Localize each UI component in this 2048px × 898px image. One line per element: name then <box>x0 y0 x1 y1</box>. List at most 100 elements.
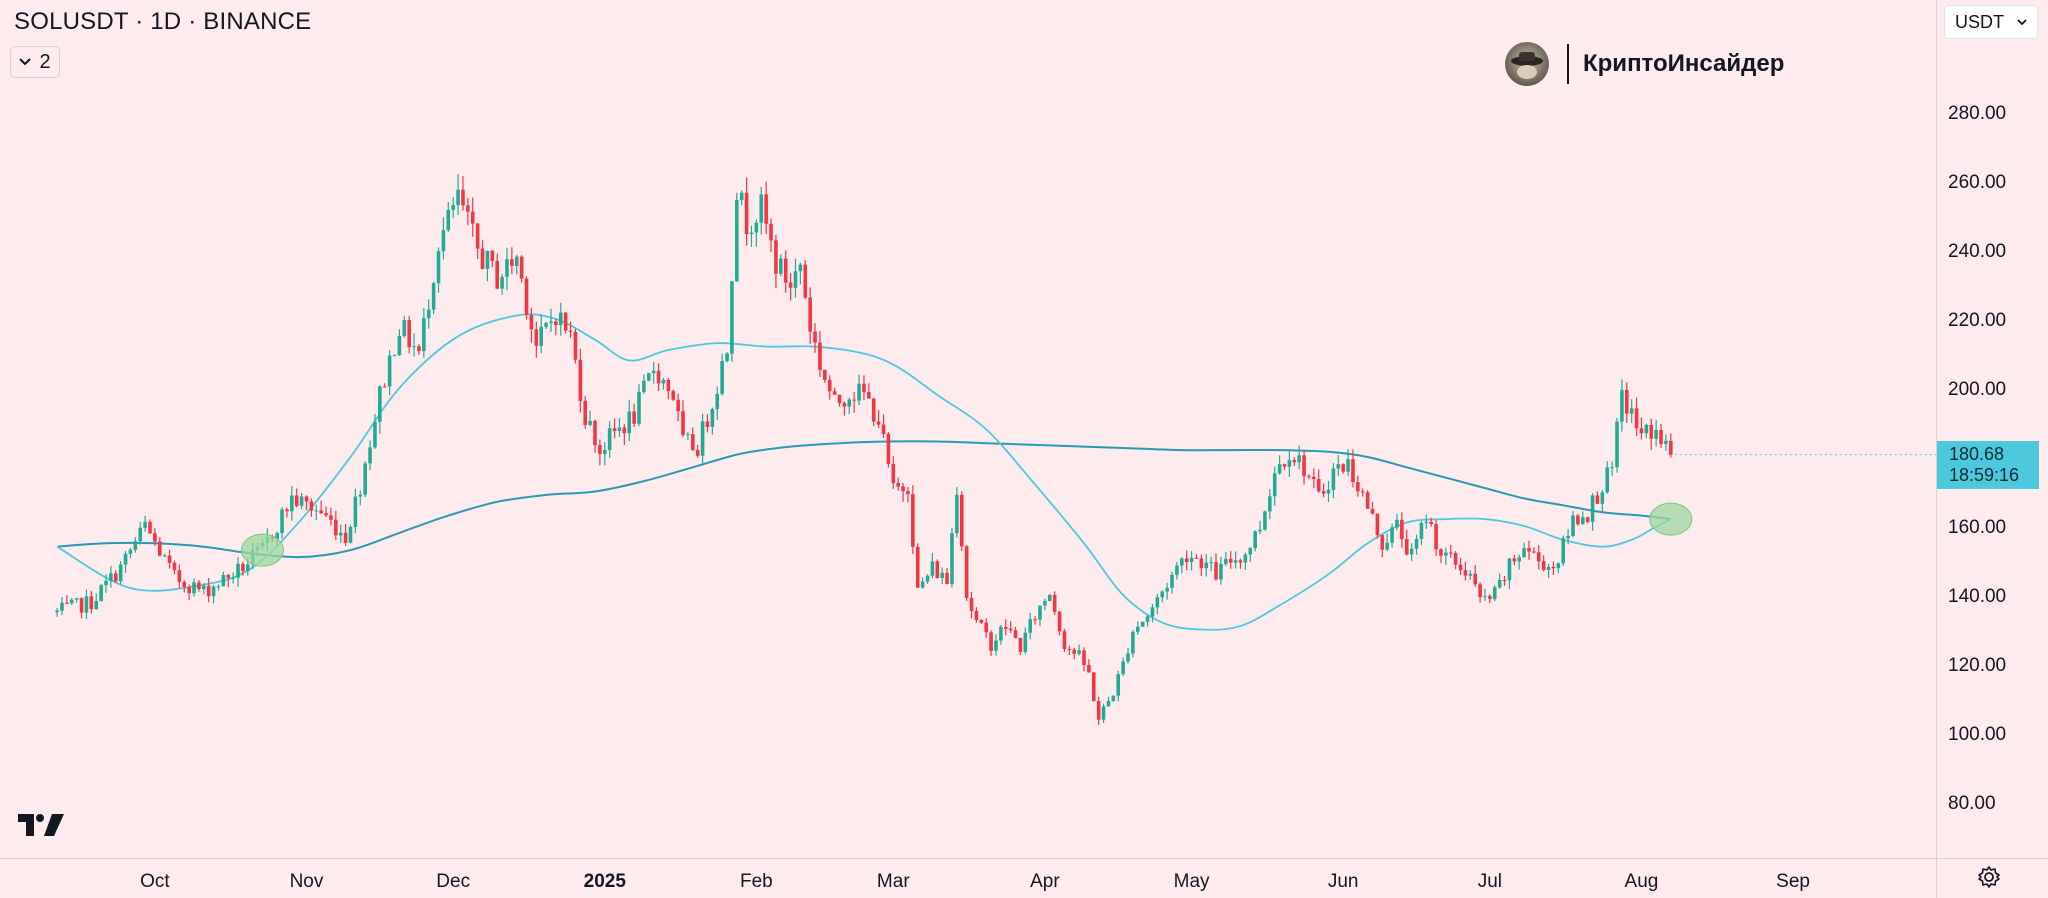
candle <box>686 431 690 441</box>
candle <box>353 488 358 533</box>
candle-body <box>1492 587 1497 599</box>
candle <box>578 348 583 413</box>
candle <box>573 328 578 364</box>
candle <box>1634 397 1639 436</box>
candle <box>1424 514 1429 529</box>
candle-body <box>480 248 485 269</box>
candle-body <box>84 596 89 613</box>
candle-body <box>519 256 524 279</box>
candle-body <box>930 561 935 576</box>
candle <box>666 378 671 400</box>
candle <box>607 420 612 458</box>
candle-body <box>1219 564 1223 580</box>
candle <box>901 482 905 502</box>
tradingview-logo[interactable] <box>18 812 64 838</box>
candle-body <box>661 379 666 384</box>
candle-body <box>1336 464 1341 469</box>
candle <box>1527 540 1531 560</box>
candle-body <box>510 259 514 266</box>
candle <box>1326 480 1331 502</box>
candle-body <box>681 411 685 435</box>
candle-body <box>1360 491 1365 493</box>
currency-select[interactable]: USDT <box>1944 5 2038 39</box>
time-tick-label: Aug <box>1625 871 1659 892</box>
candle-body <box>426 309 431 319</box>
candle <box>162 553 167 557</box>
candle-body <box>1669 440 1673 455</box>
candle-body <box>1214 562 1218 580</box>
candle <box>1091 671 1096 702</box>
candle <box>153 528 157 546</box>
candle-body <box>1160 591 1165 598</box>
candle-body <box>705 421 710 427</box>
candle <box>510 247 514 274</box>
candle-body <box>1429 521 1433 525</box>
candle-body <box>1341 464 1345 472</box>
candle-body <box>314 510 319 512</box>
candle <box>1111 695 1116 702</box>
candle-body <box>925 575 930 582</box>
candle-body <box>197 582 201 590</box>
candle-body <box>280 509 284 534</box>
candle-body <box>1028 619 1033 633</box>
candle <box>1165 582 1169 600</box>
candle <box>813 323 817 353</box>
indicators-toggle[interactable]: 2 <box>10 46 60 78</box>
candle <box>470 197 475 237</box>
candle <box>1541 555 1546 572</box>
candle-body <box>1507 558 1512 581</box>
candle-body <box>1649 424 1654 439</box>
candle <box>1150 603 1155 623</box>
candle-body <box>798 264 803 272</box>
candle-body <box>1268 496 1272 512</box>
candle <box>539 314 544 354</box>
candle <box>959 491 964 552</box>
candle-body <box>1473 573 1477 585</box>
candle-body <box>847 399 852 407</box>
candle-body <box>187 587 191 594</box>
candle <box>456 174 460 215</box>
candle-body <box>1170 574 1174 588</box>
candle <box>1155 593 1160 615</box>
candle <box>397 329 402 357</box>
candle-body <box>1224 558 1228 565</box>
candle-body <box>710 409 715 427</box>
candle <box>681 400 685 438</box>
candle-body <box>1238 560 1243 563</box>
candle-body <box>1404 539 1409 555</box>
candle-body <box>441 230 446 252</box>
candle-body <box>1135 626 1140 632</box>
candle <box>1131 630 1135 658</box>
candle-body <box>157 541 162 556</box>
candle <box>1468 569 1473 580</box>
candle-body <box>451 205 455 210</box>
candle <box>1209 556 1213 572</box>
candle <box>588 410 592 427</box>
candle-body <box>1062 631 1067 649</box>
candle <box>1224 551 1228 567</box>
candle <box>1365 490 1370 509</box>
candle <box>466 197 470 226</box>
price-tick-label: 140.00 <box>1948 586 2006 607</box>
candle-body <box>1497 579 1502 588</box>
candle-body <box>583 400 588 425</box>
candle <box>803 260 808 300</box>
candle <box>1351 449 1355 488</box>
candle-body <box>915 546 920 588</box>
gear-icon[interactable] <box>1977 865 2001 889</box>
candle-body <box>568 330 573 332</box>
candle <box>138 521 143 545</box>
candle-body <box>593 420 597 446</box>
candle-body <box>539 326 544 346</box>
candle <box>69 597 74 605</box>
candle <box>764 181 768 235</box>
candle-body <box>857 383 861 401</box>
candle <box>1400 512 1404 548</box>
candle-body <box>422 318 426 352</box>
candle <box>1096 696 1101 725</box>
candle <box>65 595 69 604</box>
candle <box>1028 612 1033 640</box>
candle-body <box>1258 529 1262 532</box>
candle <box>524 276 529 320</box>
